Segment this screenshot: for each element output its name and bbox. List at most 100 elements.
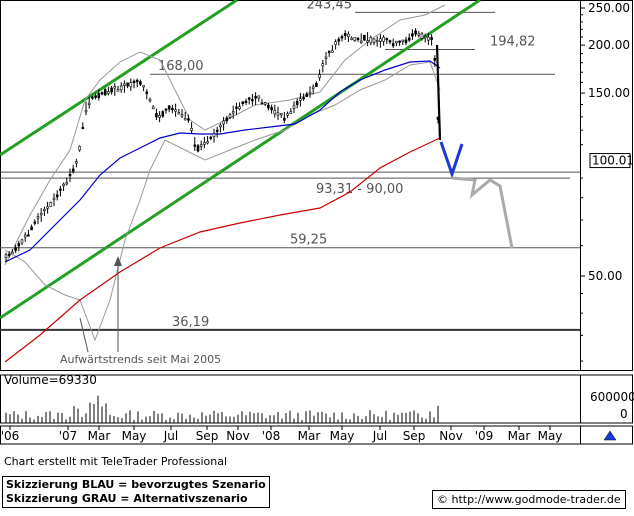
last-price-label: 100.01 xyxy=(592,154,634,168)
volume-tick-label: 600000 xyxy=(590,390,634,404)
candle-body xyxy=(414,30,417,35)
candle-body xyxy=(263,102,267,105)
scenario-grey xyxy=(451,176,514,249)
candle-body xyxy=(11,251,14,255)
price-tick-label: 200.00 xyxy=(588,38,630,52)
candle-body xyxy=(318,74,321,78)
candle-body xyxy=(199,144,203,147)
time-axis-label: Nov xyxy=(226,429,249,443)
candle-body xyxy=(142,85,145,88)
candle-body xyxy=(94,95,97,98)
candle-body xyxy=(123,83,126,86)
candle-body xyxy=(363,34,366,41)
candle-body xyxy=(190,127,193,131)
candle-body xyxy=(343,33,347,36)
candle-body xyxy=(295,100,299,105)
time-axis-label: Jul xyxy=(372,429,387,443)
candle-body xyxy=(59,188,62,191)
candle-body xyxy=(286,113,289,116)
candle-body xyxy=(17,243,21,247)
candle-body xyxy=(395,40,398,44)
candle-body xyxy=(126,82,129,87)
candle-body xyxy=(132,80,136,83)
scroll-triangle-icon xyxy=(603,430,617,441)
candle-body xyxy=(299,98,302,101)
candle-body xyxy=(347,33,350,37)
candle-body xyxy=(4,254,8,258)
candle-body xyxy=(75,161,78,164)
candle-body xyxy=(417,33,421,36)
candle-body xyxy=(340,36,344,39)
trend-annotation: Aufwärtstrends seit Mai 2005 xyxy=(60,353,221,366)
candle-body xyxy=(7,253,11,256)
volume-group xyxy=(5,395,439,423)
candle-body xyxy=(311,86,315,90)
candle-body xyxy=(289,111,293,114)
candle-body xyxy=(315,83,318,87)
source-url: © http://www.godmode-trader.de xyxy=(432,490,626,509)
level-label: 243,45 xyxy=(307,0,353,12)
candle-body xyxy=(71,168,75,172)
time-axis-label: Nov xyxy=(439,429,462,443)
candle-body xyxy=(36,216,40,219)
candle-body xyxy=(350,37,353,40)
candle-body xyxy=(113,86,117,89)
volume-tick-label: 0 xyxy=(620,407,628,421)
candle-body xyxy=(420,33,424,39)
candle-body xyxy=(238,106,241,109)
candle-body xyxy=(52,197,56,200)
candle-body xyxy=(110,87,113,93)
candle-body xyxy=(215,129,219,132)
candle-body xyxy=(167,105,171,110)
candle-body xyxy=(129,82,133,88)
time-axis-label: Sep xyxy=(403,429,426,443)
candle-body xyxy=(177,112,181,115)
candle-body xyxy=(145,91,149,94)
candle-body xyxy=(366,40,369,43)
candle-body xyxy=(427,36,430,41)
candle-body xyxy=(401,39,405,42)
candle-body xyxy=(337,38,341,42)
candle-body xyxy=(244,100,248,103)
candle-body xyxy=(279,112,283,116)
time-axis-label: '09 xyxy=(475,429,494,443)
candle-body xyxy=(55,194,59,198)
candle-body xyxy=(46,206,49,209)
candle-body xyxy=(308,91,312,94)
candle-body xyxy=(84,110,88,113)
corner-box xyxy=(580,425,633,445)
annotation-arrow xyxy=(79,317,89,353)
candle-body xyxy=(219,124,222,128)
candle-body xyxy=(324,56,328,59)
candle-body xyxy=(116,89,120,92)
level-label: 59,25 xyxy=(290,233,327,248)
candle-body xyxy=(151,106,155,110)
candle-body xyxy=(91,96,94,99)
candle-body xyxy=(247,97,251,100)
candle-body xyxy=(222,120,225,125)
candle-body xyxy=(49,202,53,207)
candle-body xyxy=(174,109,177,112)
candle-body xyxy=(382,37,385,42)
candle-body xyxy=(20,239,24,244)
time-axis-label: May xyxy=(538,429,563,443)
candle-body xyxy=(241,101,245,104)
candle-body xyxy=(385,38,389,41)
candle-body xyxy=(331,50,334,53)
time-axis-label: Sep xyxy=(196,429,219,443)
candle-body xyxy=(158,114,161,118)
level-label: 168,00 xyxy=(158,59,204,74)
zone-label: 93,31 - 90,00 xyxy=(316,182,403,197)
candle-body xyxy=(39,213,43,216)
candle-body xyxy=(372,38,376,43)
price-axis-frame xyxy=(580,0,633,371)
candle-body xyxy=(369,37,373,44)
candle-body xyxy=(164,108,168,111)
candle-body xyxy=(14,247,17,251)
candle-body xyxy=(267,104,270,109)
candle-body xyxy=(327,50,331,54)
candle-body xyxy=(359,40,363,43)
candle-body xyxy=(203,142,206,145)
moving-average-slow xyxy=(4,137,441,363)
